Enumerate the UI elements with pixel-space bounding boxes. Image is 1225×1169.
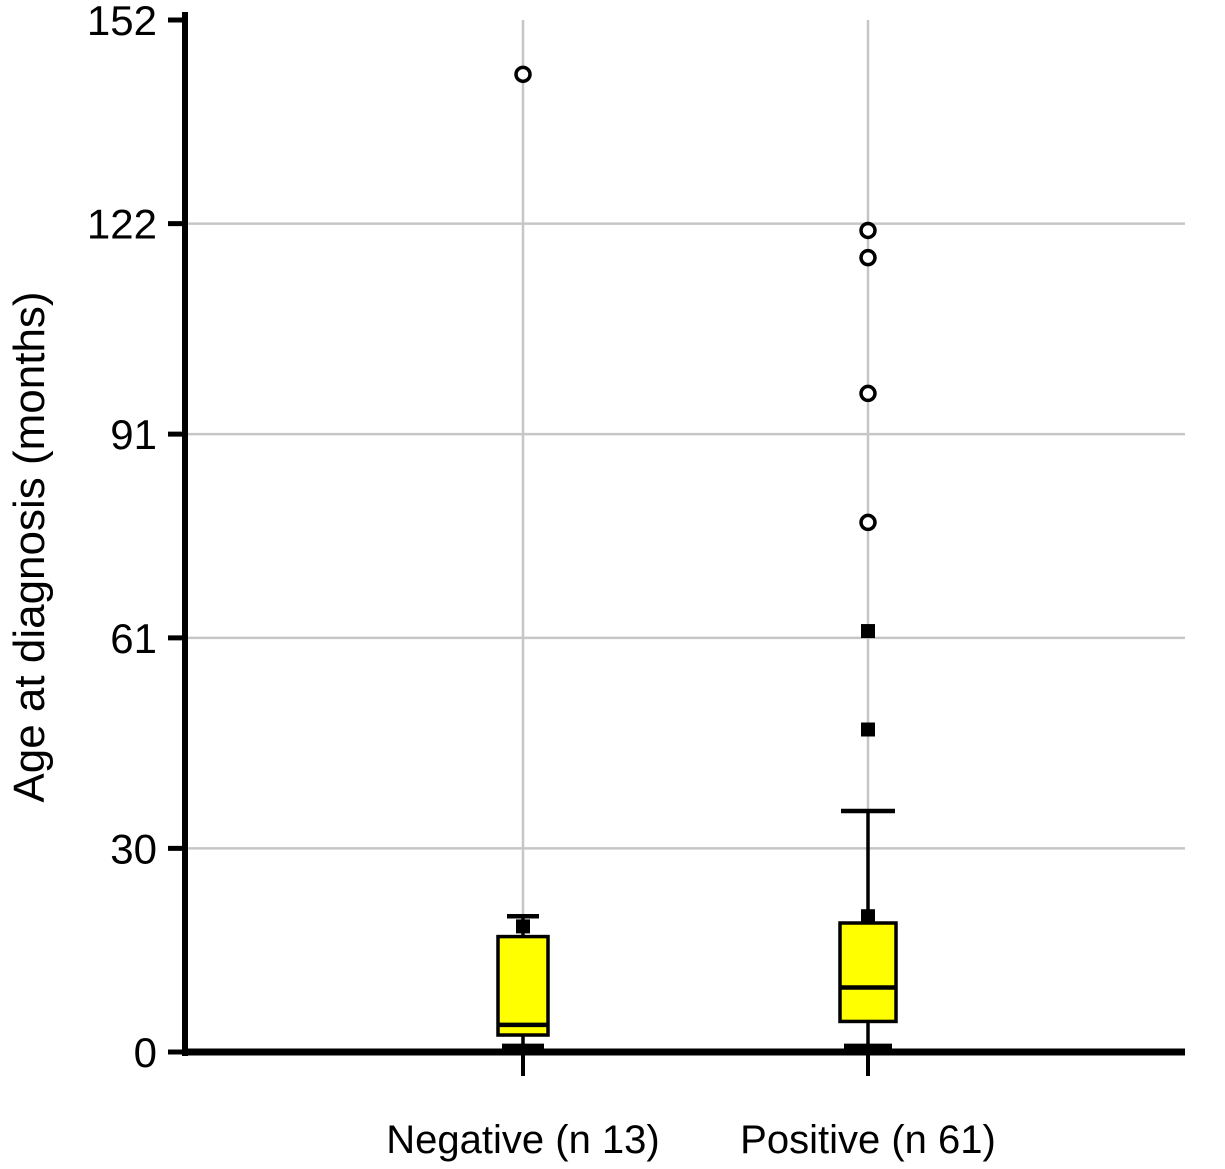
outlier-square (861, 624, 875, 639)
outlier-circle (859, 248, 877, 267)
outlier-square (861, 722, 875, 737)
outlier-square (516, 919, 530, 934)
y-tick-label: 0 (134, 1029, 157, 1076)
outlier-circle (859, 384, 877, 403)
outlier-square (861, 909, 875, 924)
box (496, 934, 550, 1037)
y-tick-label: 30 (110, 825, 157, 872)
outlier-circle (859, 513, 877, 532)
category-label-negative: Negative (n 13) (386, 1118, 660, 1162)
outlier-circle (514, 65, 532, 84)
y-tick-label: 61 (110, 615, 157, 662)
y-tick-label: 152 (87, 0, 157, 44)
y-axis-title: Age at diagnosis (months) (5, 291, 54, 803)
y-tick-label: 91 (110, 411, 157, 458)
y-tick-label: 122 (87, 201, 157, 248)
box (838, 921, 898, 1024)
category-label-positive: Positive (n 61) (740, 1118, 996, 1162)
outlier-circle (859, 221, 877, 240)
